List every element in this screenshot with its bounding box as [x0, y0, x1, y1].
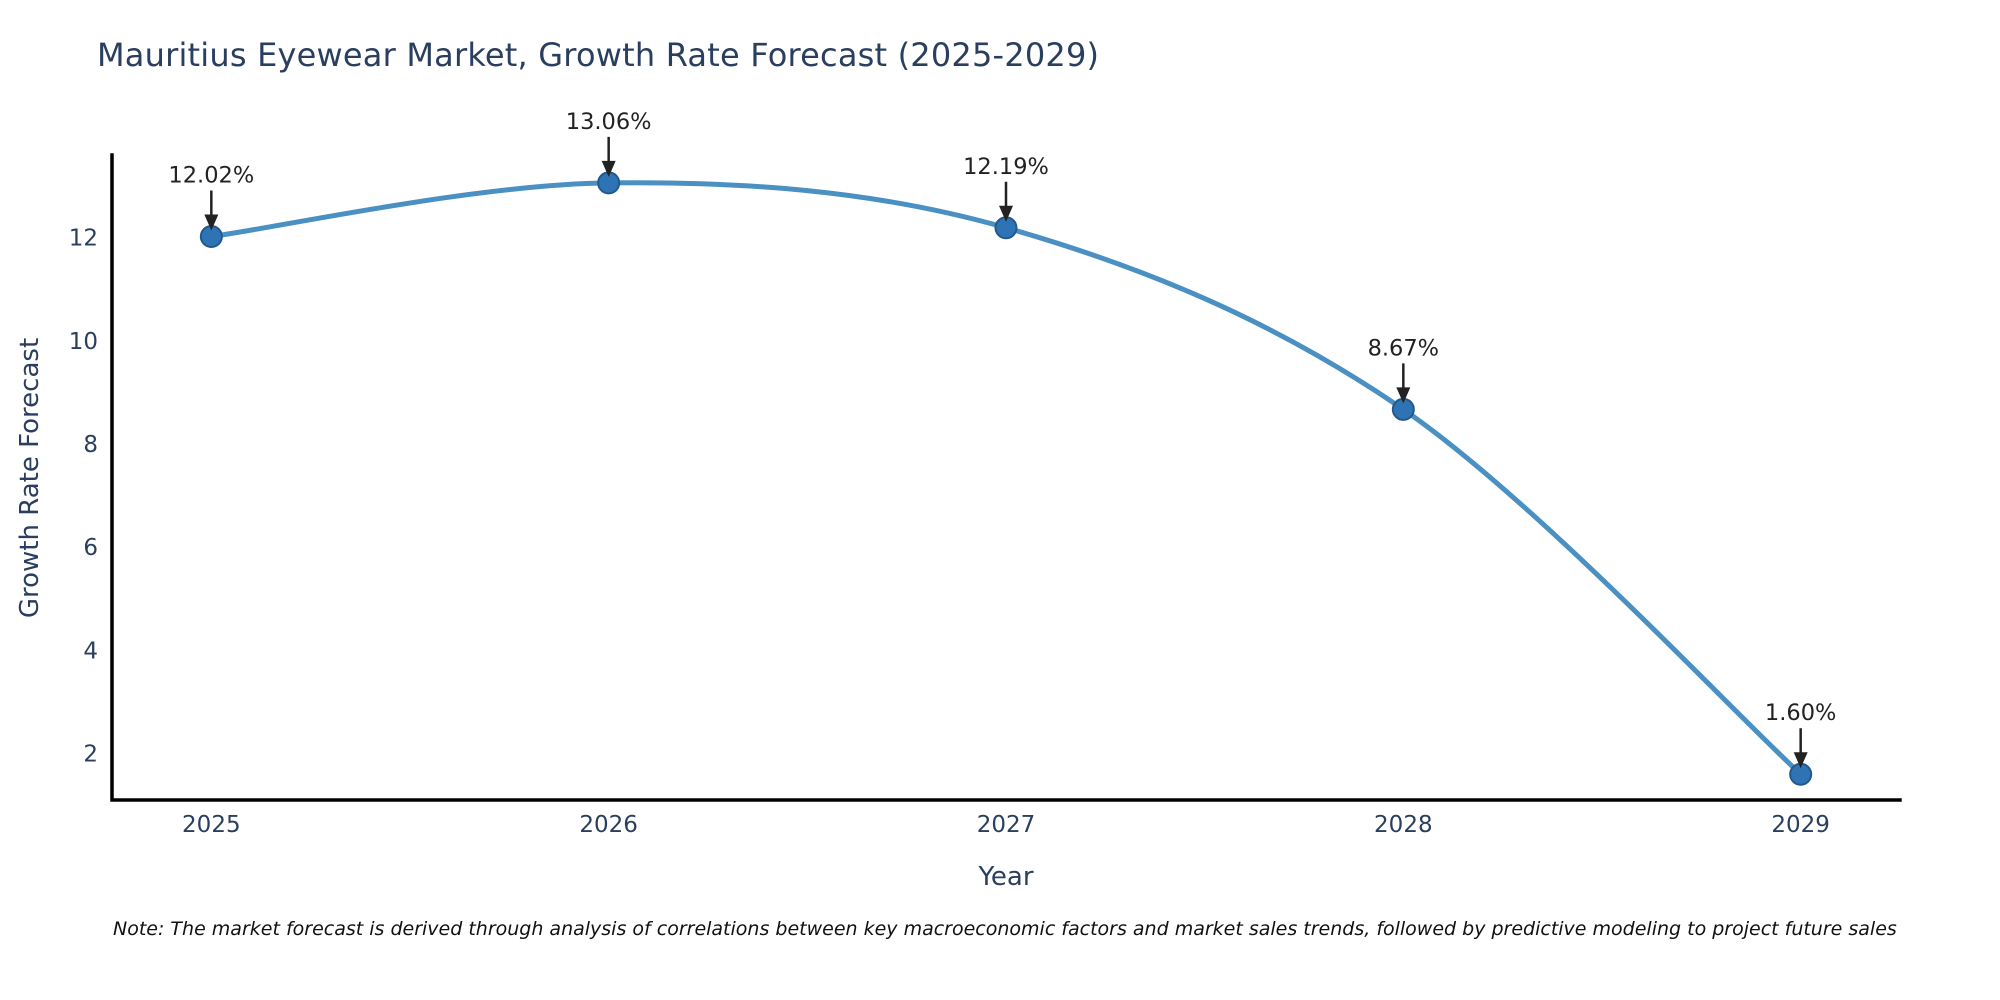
annotation-arrowhead-2025	[204, 214, 219, 231]
annotation-label-2027: 12.19%	[963, 154, 1049, 180]
growth-rate-curve	[208, 180, 1804, 777]
y-tick-label-10: 10	[69, 329, 98, 355]
y-tick-label-4: 4	[83, 638, 98, 664]
footnote: Note: The market forecast is derived thr…	[113, 918, 1897, 940]
annotation-label-2026: 13.06%	[566, 109, 652, 135]
annotation-arrowhead-2028	[1396, 387, 1411, 404]
y-tick-label-2: 2	[83, 742, 98, 768]
x-tick-label-2029: 2029	[1771, 812, 1830, 838]
chart-title: Mauritius Eyewear Market, Growth Rate Fo…	[97, 36, 1100, 74]
annotation-arrowhead-2027	[999, 205, 1013, 222]
annotation-label-2028: 8.67%	[1368, 335, 1439, 361]
annotation-label-2029: 1.60%	[1765, 700, 1836, 726]
annotation-arrowhead-2029	[1793, 752, 1808, 769]
x-tick-label-2026: 2026	[579, 812, 638, 838]
y-tick-label-8: 8	[83, 432, 98, 458]
annotation-arrowhead-2026	[601, 160, 616, 177]
x-tick-label-2027: 2027	[977, 812, 1036, 838]
x-tick-label-2025: 2025	[182, 812, 241, 838]
x-axis-title: Year	[978, 862, 1034, 892]
x-tick-label-2028: 2028	[1374, 812, 1433, 838]
y-tick-label-12: 12	[69, 226, 98, 252]
axis-lines	[110, 153, 1902, 802]
y-tick-label-6: 6	[83, 535, 98, 561]
annotation-label-2025: 12.02%	[168, 163, 254, 189]
